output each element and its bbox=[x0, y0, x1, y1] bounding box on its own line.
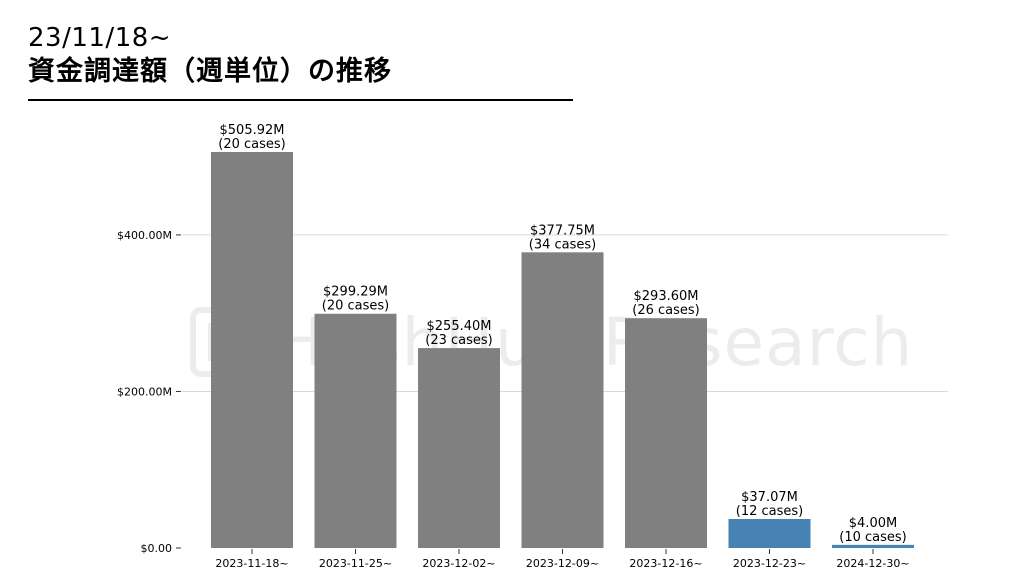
case-count-label: (34 cases) bbox=[529, 237, 596, 252]
y-tick-label: $400.00M bbox=[117, 229, 172, 242]
value-label: $4.00M bbox=[849, 516, 897, 531]
value-label: $37.07M bbox=[741, 490, 798, 505]
x-tick-label: 2023-12-16~ bbox=[629, 557, 702, 570]
case-count-label: (26 cases) bbox=[632, 303, 699, 318]
bar bbox=[832, 544, 914, 548]
value-label: $377.75M bbox=[530, 223, 595, 238]
value-label: $255.40M bbox=[427, 319, 492, 334]
bar bbox=[418, 348, 500, 548]
y-tick-label: $0.00 bbox=[141, 542, 173, 555]
value-label: $299.29M bbox=[323, 285, 388, 300]
x-tick-label: 2023-11-25~ bbox=[319, 557, 392, 570]
case-count-label: (20 cases) bbox=[322, 299, 389, 314]
bar bbox=[728, 518, 811, 548]
case-count-label: (10 cases) bbox=[839, 530, 906, 545]
value-label: $505.92M bbox=[220, 123, 285, 138]
x-tick-label: 2023-12-09~ bbox=[526, 557, 599, 570]
x-tick-label: 2023-12-23~ bbox=[733, 557, 806, 570]
title-underline bbox=[28, 99, 573, 101]
case-count-label: (20 cases) bbox=[218, 137, 285, 152]
bar bbox=[314, 313, 397, 548]
x-tick-label: 2024-12-30~ bbox=[836, 557, 909, 570]
value-label: $293.60M bbox=[634, 289, 699, 304]
bar bbox=[521, 252, 604, 548]
bar bbox=[211, 152, 293, 548]
x-tick-label: 2023-11-18~ bbox=[215, 557, 288, 570]
page-title: 資金調達額（週単位）の推移 bbox=[28, 56, 392, 87]
chart-header: 23/11/18~ 資金調達額（週単位）の推移 bbox=[28, 22, 573, 89]
case-count-label: (12 cases) bbox=[736, 504, 803, 519]
case-count-label: (23 cases) bbox=[425, 333, 492, 348]
date-range-label: 23/11/18~ bbox=[28, 23, 172, 53]
y-tick-label: $200.00M bbox=[117, 385, 172, 398]
x-tick-label: 2023-12-02~ bbox=[422, 557, 495, 570]
bar bbox=[625, 318, 707, 548]
